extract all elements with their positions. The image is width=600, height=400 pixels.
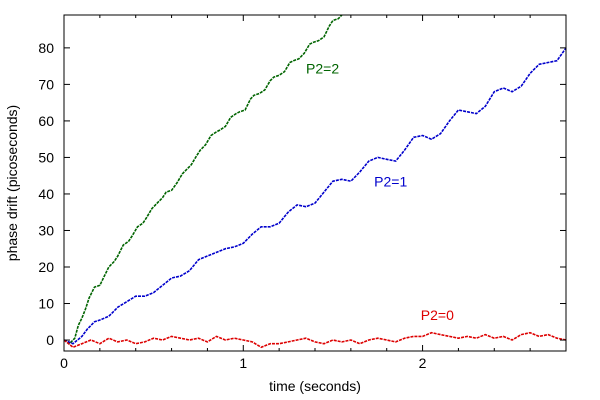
series-layer <box>64 15 566 349</box>
series-annotation: P2=2 <box>306 60 339 76</box>
y-tick-label: 60 <box>38 113 54 129</box>
y-tick-label: 30 <box>38 222 54 238</box>
y-tick-label: 40 <box>38 186 54 202</box>
x-tick-label: 2 <box>419 355 427 371</box>
y-tick-label: 10 <box>38 296 54 312</box>
series-annotation: P2=1 <box>374 174 407 190</box>
y-tick-label: 80 <box>38 40 54 56</box>
series-annotation: P2=0 <box>421 307 454 323</box>
y-axis-title: phase drift (picoseconds) <box>4 105 20 261</box>
series-line-p2-2 <box>64 15 343 345</box>
y-tick-label: 0 <box>46 332 54 348</box>
series-line-p2-0 <box>64 331 566 349</box>
y-tick-label: 20 <box>38 259 54 275</box>
series-line-p2-1 <box>64 47 566 345</box>
x-axis-title: time (seconds) <box>269 378 361 394</box>
y-tick-label: 50 <box>38 149 54 165</box>
x-tick-label: 0 <box>60 355 68 371</box>
x-tick-label: 1 <box>239 355 247 371</box>
y-tick-label: 70 <box>38 76 54 92</box>
annotation-layer: P2=2 P2=1 P2=0 <box>306 60 454 323</box>
